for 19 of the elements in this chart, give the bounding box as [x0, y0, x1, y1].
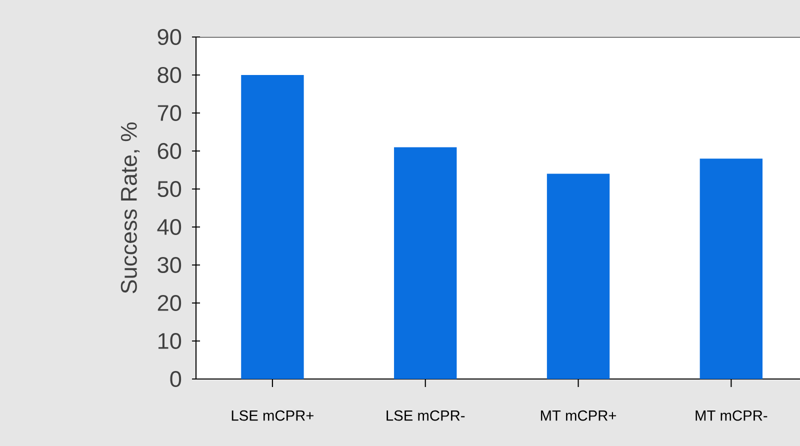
- x-tick-label: LSE mCPR-: [386, 410, 465, 421]
- y-tick-label: 60: [158, 142, 182, 160]
- x-tick-label: LSE mCPR+: [232, 410, 314, 421]
- y-tick-label: 30: [158, 256, 182, 274]
- y-tick-label: 0: [170, 370, 182, 388]
- y-tick-label: 90: [158, 28, 182, 46]
- bar: [394, 147, 457, 379]
- y-tick-label: 10: [158, 332, 182, 350]
- bar: [241, 75, 304, 379]
- y-tick-label: 50: [158, 180, 182, 198]
- x-tick-label: MT mCPR-: [696, 410, 768, 421]
- y-axis-title: Success Rate, %: [120, 122, 140, 294]
- y-tick-label: 70: [158, 104, 182, 122]
- y-tick-label: 80: [158, 66, 182, 84]
- x-tick-label: MT mCPR+: [540, 410, 616, 421]
- bar: [546, 174, 610, 379]
- bar: [700, 158, 763, 379]
- y-tick-label: 40: [157, 218, 182, 236]
- y-tick-label: 20: [158, 294, 182, 312]
